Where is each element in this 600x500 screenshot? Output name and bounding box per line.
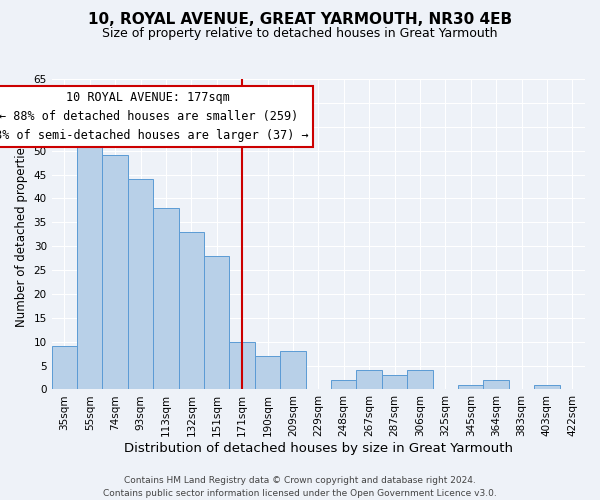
Bar bbox=[407, 370, 433, 390]
Bar bbox=[103, 156, 128, 390]
Text: Contains HM Land Registry data © Crown copyright and database right 2024.
Contai: Contains HM Land Registry data © Crown c… bbox=[103, 476, 497, 498]
Bar bbox=[356, 370, 382, 390]
Bar bbox=[229, 342, 255, 390]
Text: Size of property relative to detached houses in Great Yarmouth: Size of property relative to detached ho… bbox=[102, 28, 498, 40]
Text: 10 ROYAL AVENUE: 177sqm
← 88% of detached houses are smaller (259)
13% of semi-d: 10 ROYAL AVENUE: 177sqm ← 88% of detache… bbox=[0, 91, 308, 142]
Bar bbox=[128, 180, 153, 390]
Text: 10, ROYAL AVENUE, GREAT YARMOUTH, NR30 4EB: 10, ROYAL AVENUE, GREAT YARMOUTH, NR30 4… bbox=[88, 12, 512, 28]
Bar bbox=[77, 132, 103, 390]
Bar bbox=[153, 208, 179, 390]
Bar bbox=[280, 351, 305, 390]
Bar bbox=[331, 380, 356, 390]
Bar bbox=[484, 380, 509, 390]
X-axis label: Distribution of detached houses by size in Great Yarmouth: Distribution of detached houses by size … bbox=[124, 442, 513, 455]
Bar bbox=[382, 375, 407, 390]
Bar bbox=[52, 346, 77, 390]
Bar bbox=[179, 232, 204, 390]
Bar bbox=[534, 384, 560, 390]
Bar bbox=[255, 356, 280, 390]
Bar bbox=[204, 256, 229, 390]
Y-axis label: Number of detached properties: Number of detached properties bbox=[15, 141, 28, 327]
Bar bbox=[458, 384, 484, 390]
